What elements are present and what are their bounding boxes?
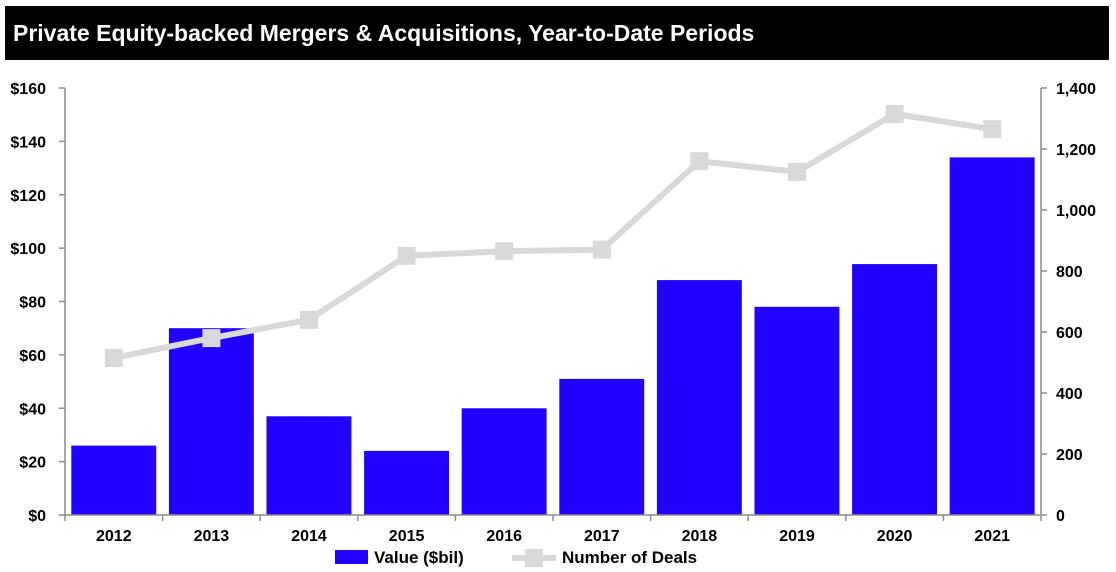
bar-2016 (461, 408, 547, 516)
right-tick-label: 1,200 (1056, 142, 1096, 159)
right-tick-label: 0 (1056, 508, 1065, 525)
x-tick-label: 2014 (291, 528, 327, 545)
bar-2015 (364, 450, 449, 515)
bar-2013 (168, 328, 254, 515)
x-tick-label: 2020 (877, 528, 913, 545)
deals-line-group (104, 104, 1002, 367)
bar-2020 (852, 264, 937, 515)
x-tick-label: 2018 (682, 528, 718, 545)
legend-label-value: Value ($bil) (374, 548, 464, 567)
left-tick-label: $0 (28, 508, 46, 525)
left-tick-label: $100 (10, 241, 46, 258)
chart-title: Private Equity-backed Mergers & Acquisit… (13, 19, 755, 46)
left-tick-label: $20 (19, 455, 46, 472)
right-tick-label: 600 (1056, 325, 1083, 342)
bars-group (71, 157, 1035, 516)
x-tick-label: 2021 (974, 528, 1010, 545)
bar-2018 (656, 280, 742, 515)
legend-label-deals: Number of Deals (562, 548, 697, 567)
right-tick-label: 800 (1056, 264, 1083, 281)
left-tick-label: $160 (10, 81, 46, 98)
axes-group: $0 $20 $40 $60 $80 $100 $120 $140 $160 0 200 400 600… (10, 81, 1096, 545)
deals-marker-2012 (104, 348, 123, 367)
bar-2019 (754, 306, 840, 515)
deals-marker-2020 (885, 104, 904, 123)
bar-2014 (266, 416, 352, 515)
bar-2021 (949, 157, 1035, 515)
x-tick-label: 2019 (779, 528, 815, 545)
x-tick-label: 2015 (389, 528, 425, 545)
left-tick-label: $80 (19, 295, 46, 312)
deals-marker-2018 (690, 152, 709, 171)
legend-swatch-deals-marker (525, 549, 543, 567)
x-tick-label: 2017 (584, 528, 620, 545)
left-tick-label: $120 (10, 188, 46, 205)
left-tick-label: $140 (10, 134, 46, 151)
legend: Value ($bil) Number of Deals (335, 548, 697, 567)
deals-marker-2015 (397, 246, 416, 265)
deals-marker-2021 (983, 120, 1002, 139)
left-tick-label: $60 (19, 348, 46, 365)
right-tick-label: 1,000 (1056, 203, 1096, 220)
x-tick-label: 2013 (194, 528, 230, 545)
bar-2012 (71, 445, 157, 515)
right-tick-label: 1,400 (1056, 81, 1096, 98)
legend-swatch-value (335, 550, 368, 564)
right-tick-label: 400 (1056, 386, 1083, 403)
x-tick-label: 2012 (96, 528, 132, 545)
deals-marker-2017 (592, 240, 611, 259)
bar-2017 (559, 378, 645, 515)
deals-marker-2014 (300, 310, 318, 329)
deals-marker-2016 (495, 242, 514, 261)
left-tick-label: $40 (19, 401, 46, 418)
chart-title-bar: Private Equity-backed Mergers & Acquisit… (5, 6, 1109, 60)
deals-marker-2019 (788, 162, 806, 181)
x-tick-label: 2016 (486, 528, 522, 545)
deals-marker-2013 (202, 329, 221, 348)
deals-line (113, 110, 993, 361)
right-tick-label: 200 (1056, 447, 1083, 464)
